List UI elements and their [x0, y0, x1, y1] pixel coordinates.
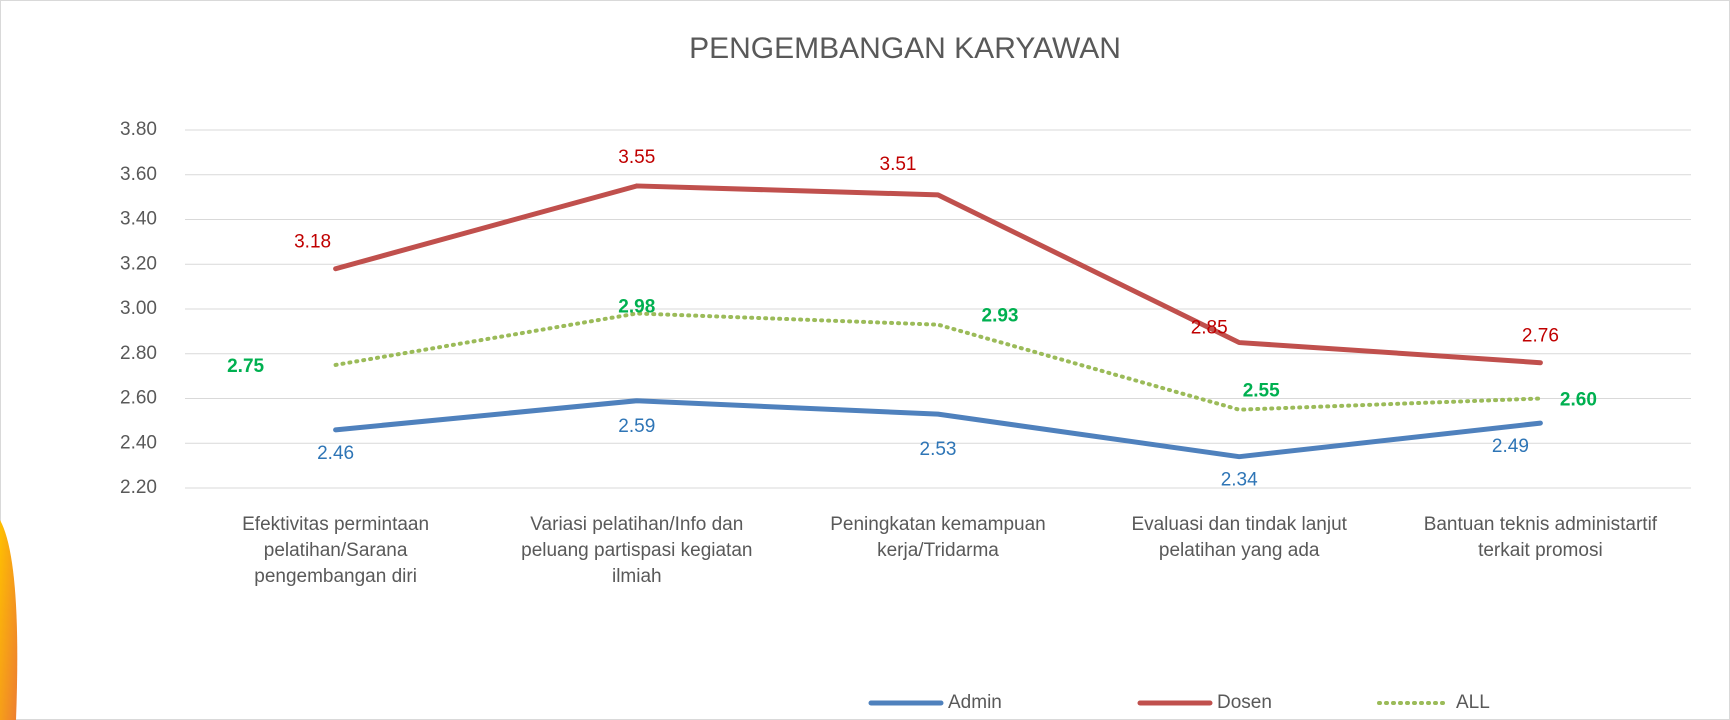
data-label: 3.18 — [294, 232, 331, 253]
y-tick-label: 2.40 — [120, 432, 157, 453]
y-tick-label: 3.80 — [120, 119, 157, 140]
legend-label: ALL — [1456, 692, 1490, 713]
x-tick-label: Peningkatan kemampuan kerja/Tridarma — [830, 514, 1046, 561]
decoration — [0, 520, 18, 720]
data-label: 2.76 — [1522, 326, 1559, 347]
y-tick-label: 2.80 — [120, 343, 157, 364]
y-tick-label: 3.00 — [120, 298, 157, 319]
legend-label: Dosen — [1217, 692, 1272, 713]
data-label: 2.49 — [1492, 436, 1529, 457]
data-label: 2.85 — [1191, 318, 1228, 339]
series-line — [333, 311, 1543, 412]
y-tick-label: 3.40 — [120, 209, 157, 230]
data-label: 3.51 — [880, 154, 917, 175]
data-label: 2.53 — [920, 439, 957, 460]
data-label: 2.98 — [618, 296, 655, 317]
y-tick-label: 3.60 — [120, 164, 157, 185]
legend-label: Admin — [948, 692, 1002, 713]
y-tick-label: 3.20 — [120, 253, 157, 274]
data-label: 3.55 — [618, 147, 655, 168]
data-label: 2.34 — [1221, 470, 1258, 491]
chart-title: PENGEMBANGAN KARYAWAN — [689, 32, 1121, 65]
data-label: 2.75 — [227, 356, 264, 377]
data-label: 2.59 — [618, 416, 655, 437]
series-line — [333, 398, 1543, 460]
x-tick-label: Evaluasi dan tindak lanjut pelatihan yan… — [1131, 514, 1347, 561]
series-line — [333, 183, 1543, 366]
data-label: 2.60 — [1560, 390, 1597, 411]
data-label: 2.93 — [982, 306, 1019, 327]
x-tick-label: Efektivitas permintaan pelatihan/Sarana … — [242, 514, 430, 587]
data-label: 2.46 — [317, 443, 354, 464]
x-tick-label: Bantuan teknis administartif terkait pro… — [1423, 514, 1658, 561]
x-tick-label: Variasi pelatihan/Info dan peluang parti… — [521, 514, 753, 587]
data-label: 2.55 — [1243, 381, 1280, 402]
y-tick-label: 2.60 — [120, 388, 157, 409]
y-tick-label: 2.20 — [120, 477, 157, 498]
